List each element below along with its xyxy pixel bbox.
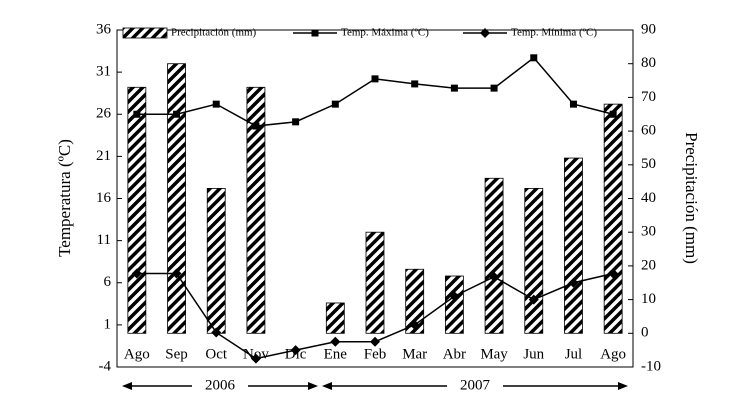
marker xyxy=(411,80,419,88)
x-tick-label: Ene xyxy=(324,346,348,362)
marker xyxy=(569,100,577,108)
marker xyxy=(609,110,617,118)
legend-label: Precipitación (mm) xyxy=(171,27,257,39)
bar xyxy=(484,177,504,334)
marker xyxy=(173,110,181,118)
x-tick-label: Jul xyxy=(565,346,583,362)
marker xyxy=(608,268,619,279)
marker xyxy=(490,84,498,92)
legend-marker xyxy=(480,28,490,38)
x-tick-label: Abr xyxy=(443,346,466,362)
y-tick-label: 11 xyxy=(97,232,111,248)
legend-label: Temp. Mínima (ºC) xyxy=(511,27,597,39)
legend-label: Temp. Máxima (ºC) xyxy=(341,27,429,39)
legend-marker xyxy=(311,29,319,37)
y2-tick-label: 10 xyxy=(641,291,656,307)
marker xyxy=(528,294,539,305)
y-tick-label: 1 xyxy=(104,316,112,332)
marker xyxy=(211,327,222,338)
x-tick-label: Mar xyxy=(402,346,427,362)
x-tick-label: Jun xyxy=(523,346,544,362)
bar xyxy=(444,275,464,334)
y2-tick-label: 20 xyxy=(641,257,656,273)
y-tick-label: 31 xyxy=(96,64,111,80)
arrow-head xyxy=(618,382,628,390)
y2-tick-label: 70 xyxy=(641,89,656,105)
marker xyxy=(409,319,420,330)
period-label: 2006 xyxy=(205,377,236,393)
line xyxy=(136,56,614,127)
y2-axis-label: Precipitación (mm) xyxy=(682,132,701,264)
marker xyxy=(171,268,182,279)
arrow-head xyxy=(322,382,332,390)
marker xyxy=(212,100,220,108)
x-tick-label: Oct xyxy=(205,346,227,362)
arrow-head xyxy=(308,382,318,390)
marker xyxy=(370,336,380,347)
marker xyxy=(131,268,142,279)
x-tick-label: May xyxy=(480,346,508,362)
y2-tick-label: 80 xyxy=(641,55,656,71)
marker xyxy=(371,75,379,83)
y-tick-label: 36 xyxy=(96,21,112,37)
marker xyxy=(489,271,500,282)
bar xyxy=(206,187,226,334)
y-tick-label: -4 xyxy=(99,358,112,374)
y2-tick-label: 90 xyxy=(641,21,656,37)
marker xyxy=(250,353,261,364)
marker xyxy=(292,118,300,126)
bar xyxy=(405,268,425,334)
y-tick-label: 21 xyxy=(96,148,111,164)
y2-tick-label: 50 xyxy=(641,156,656,172)
marker xyxy=(331,100,339,108)
y2-tick-label: 60 xyxy=(641,123,656,139)
y-tick-label: 16 xyxy=(96,190,112,206)
marker xyxy=(252,122,260,130)
y2-tick-label: 40 xyxy=(641,190,656,206)
marker xyxy=(449,291,460,302)
y2-tick-label: -10 xyxy=(641,358,661,374)
marker xyxy=(133,110,141,118)
bar xyxy=(564,157,583,334)
x-tick-label: Ago xyxy=(600,346,626,362)
bar xyxy=(365,231,385,334)
y2-tick-label: 0 xyxy=(641,325,649,341)
marker xyxy=(290,345,301,356)
marker xyxy=(568,277,579,288)
marker xyxy=(330,336,341,347)
bar xyxy=(603,103,623,334)
x-tick-label: Ago xyxy=(124,346,150,362)
y-tick-label: 26 xyxy=(96,106,112,122)
y-tick-label: 6 xyxy=(104,274,112,290)
arrow-head xyxy=(122,382,132,390)
marker xyxy=(530,54,538,62)
x-tick-label: Sep xyxy=(165,346,188,362)
y-axis-label: Temperatura (ºC) xyxy=(55,139,74,257)
bar xyxy=(167,63,186,334)
x-tick-label: Feb xyxy=(364,346,387,362)
period-label: 2007 xyxy=(460,377,491,393)
bar xyxy=(246,86,266,334)
bar xyxy=(127,86,147,334)
marker xyxy=(450,84,458,92)
y2-tick-label: 30 xyxy=(641,224,656,240)
bar xyxy=(325,302,345,334)
bar xyxy=(524,187,544,334)
legend-swatch xyxy=(122,27,168,39)
